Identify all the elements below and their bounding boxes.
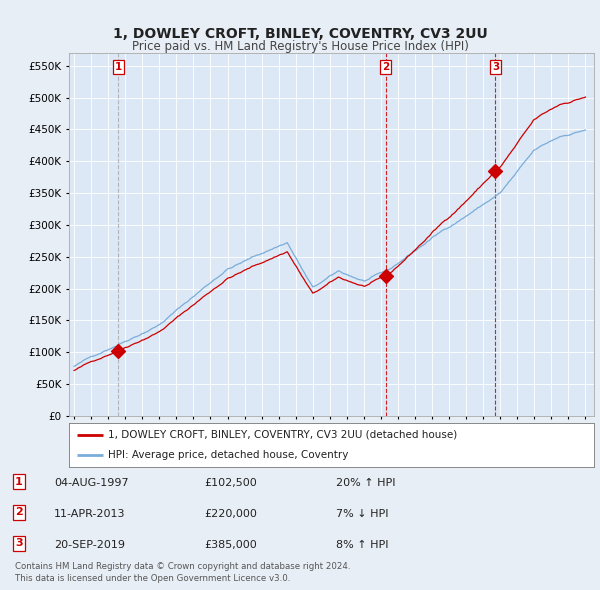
Text: Price paid vs. HM Land Registry's House Price Index (HPI): Price paid vs. HM Land Registry's House … <box>131 40 469 53</box>
Text: 20-SEP-2019: 20-SEP-2019 <box>54 540 125 550</box>
Text: 1: 1 <box>15 477 23 487</box>
Text: 1: 1 <box>115 62 122 72</box>
Text: 04-AUG-1997: 04-AUG-1997 <box>54 478 128 489</box>
Text: 20% ↑ HPI: 20% ↑ HPI <box>336 478 395 489</box>
Text: 3: 3 <box>492 62 499 72</box>
Text: £385,000: £385,000 <box>204 540 257 550</box>
Text: 8% ↑ HPI: 8% ↑ HPI <box>336 540 389 550</box>
Text: 1, DOWLEY CROFT, BINLEY, COVENTRY, CV3 2UU: 1, DOWLEY CROFT, BINLEY, COVENTRY, CV3 2… <box>113 27 487 41</box>
Point <box>113 346 123 355</box>
Text: HPI: Average price, detached house, Coventry: HPI: Average price, detached house, Cove… <box>109 450 349 460</box>
Text: 2: 2 <box>15 507 23 517</box>
Text: This data is licensed under the Open Government Licence v3.0.: This data is licensed under the Open Gov… <box>15 574 290 583</box>
Text: 7% ↓ HPI: 7% ↓ HPI <box>336 509 389 519</box>
Text: 11-APR-2013: 11-APR-2013 <box>54 509 125 519</box>
Text: 1, DOWLEY CROFT, BINLEY, COVENTRY, CV3 2UU (detached house): 1, DOWLEY CROFT, BINLEY, COVENTRY, CV3 2… <box>109 430 458 440</box>
Text: 3: 3 <box>15 538 23 548</box>
Point <box>491 166 500 176</box>
Text: £102,500: £102,500 <box>204 478 257 489</box>
Text: £220,000: £220,000 <box>204 509 257 519</box>
Text: Contains HM Land Registry data © Crown copyright and database right 2024.: Contains HM Land Registry data © Crown c… <box>15 562 350 571</box>
Point <box>381 271 391 281</box>
Text: 2: 2 <box>382 62 389 72</box>
